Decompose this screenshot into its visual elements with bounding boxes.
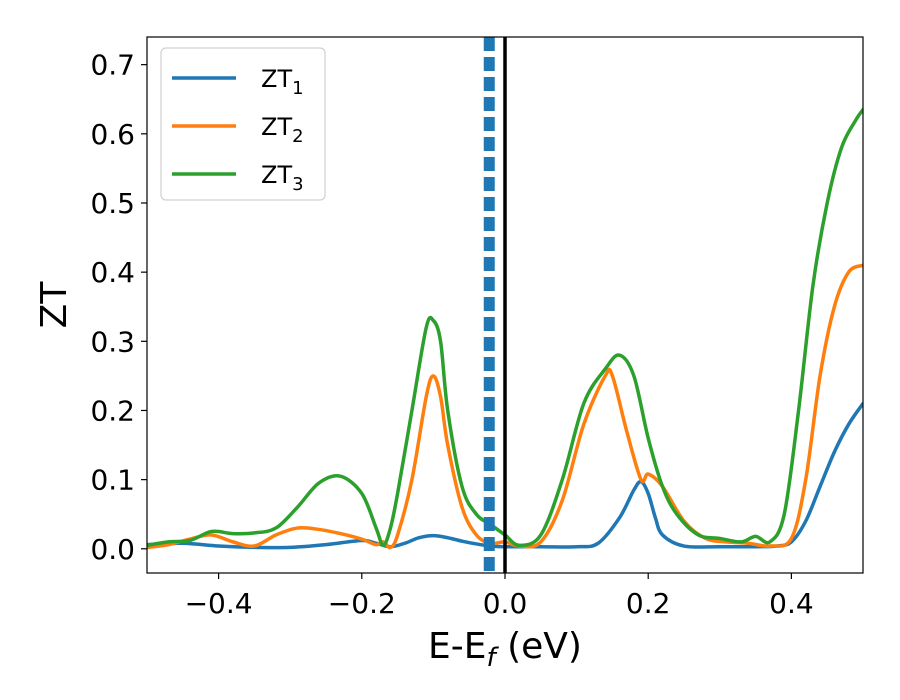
y-tick-label: 0.2 (90, 394, 135, 427)
legend-box (160, 47, 326, 201)
legend: ZT1 ZT2 ZT3 (160, 47, 326, 201)
x-axis-ticks: −0.4 −0.2 0.0 0.2 0.4 (185, 573, 814, 620)
legend-label-zt3: ZT3 (261, 161, 304, 195)
y-tick-label: 0.3 (90, 325, 135, 358)
x-axis-label: E-Ef (eV) (428, 626, 582, 673)
y-tick-label: 0.6 (90, 118, 135, 151)
legend-label-zt2: ZT2 (261, 113, 304, 147)
y-tick-label: 0.1 (90, 464, 135, 497)
x-tick-label: −0.2 (328, 587, 396, 620)
y-tick-label: 0.7 (90, 49, 135, 82)
y-axis-label: ZT (34, 281, 75, 329)
legend-label-zt1: ZT1 (261, 65, 304, 99)
x-axis-label-main: E-E (428, 626, 486, 667)
y-tick-label: 0.4 (90, 256, 135, 289)
y-axis-ticks: 0.0 0.1 0.2 0.3 0.4 0.5 0.6 0.7 (90, 49, 147, 566)
x-axis-label-unit: (eV) (496, 626, 582, 667)
x-tick-label: 0.0 (483, 587, 528, 620)
series-line-zt3 (147, 107, 863, 548)
y-tick-label: 0.0 (90, 533, 135, 566)
x-tick-label: 0.2 (626, 587, 671, 620)
y-tick-label: 0.5 (90, 187, 135, 220)
x-tick-label: −0.4 (185, 587, 253, 620)
series-layer (147, 37, 863, 573)
x-tick-label: 0.4 (769, 587, 814, 620)
